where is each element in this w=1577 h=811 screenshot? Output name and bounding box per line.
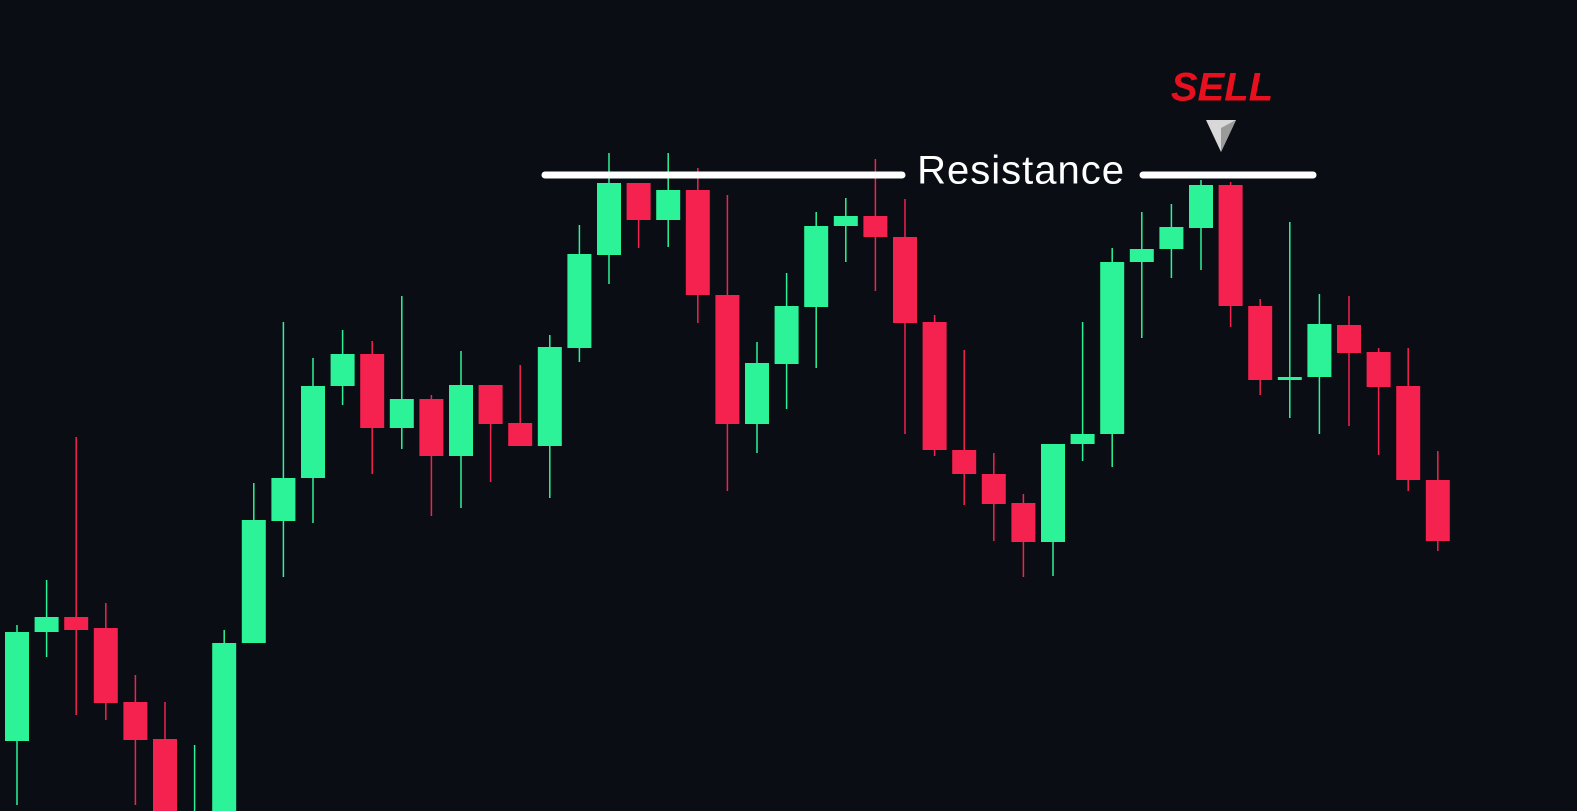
candle-body: [419, 399, 444, 456]
candle-body: [745, 363, 769, 424]
candle-body: [656, 190, 681, 220]
candle-body: [567, 254, 592, 348]
candle-body: [1129, 249, 1154, 262]
candle-body: [153, 739, 177, 811]
candle-body: [863, 216, 888, 237]
resistance-label: Resistance: [917, 149, 1125, 193]
candle-body: [1070, 434, 1095, 444]
candle-body: [34, 617, 59, 632]
candle-body: [952, 450, 977, 474]
candle-body: [1159, 227, 1184, 249]
candle-body: [478, 385, 503, 424]
sell-label: SELL: [1171, 66, 1273, 110]
candle-body: [1366, 352, 1391, 387]
candle-body: [715, 295, 740, 424]
candle-body: [1307, 324, 1332, 377]
candle-body: [893, 237, 917, 323]
candle-body: [1218, 185, 1243, 306]
candle-body: [981, 474, 1006, 504]
candle-body: [1100, 262, 1125, 434]
candle-body: [1396, 386, 1421, 480]
annotations: Resistance SELL: [541, 66, 1317, 193]
candle-body: [1337, 325, 1361, 353]
candle-body: [1011, 503, 1036, 542]
candle-body: [241, 520, 266, 643]
candle-body: [93, 628, 118, 703]
candle-body: [301, 386, 325, 478]
candles: [5, 153, 1450, 811]
sell-arrow-shade: [1221, 120, 1236, 152]
candle-body: [922, 322, 947, 450]
candle-body: [537, 347, 562, 446]
candle-body: [271, 478, 296, 521]
candle-body: [626, 183, 651, 220]
candle-body: [449, 385, 473, 456]
candle-body: [330, 354, 355, 386]
candle-body: [1248, 306, 1273, 380]
candle-body: [123, 702, 148, 740]
candle-body: [1277, 377, 1302, 380]
candle-body: [833, 216, 858, 226]
candle-body: [1425, 480, 1450, 541]
candle-body: [212, 643, 237, 811]
candle-body: [804, 226, 829, 307]
candle-body: [1041, 444, 1065, 542]
candle-body: [64, 617, 89, 630]
candle-body: [685, 190, 710, 295]
candle-body: [1189, 185, 1213, 228]
candle-body: [360, 354, 385, 428]
candle-body: [597, 183, 621, 255]
candle-body: [508, 423, 533, 446]
candle-body: [389, 399, 414, 428]
candle-body: [5, 632, 29, 741]
candle-body: [774, 306, 799, 364]
